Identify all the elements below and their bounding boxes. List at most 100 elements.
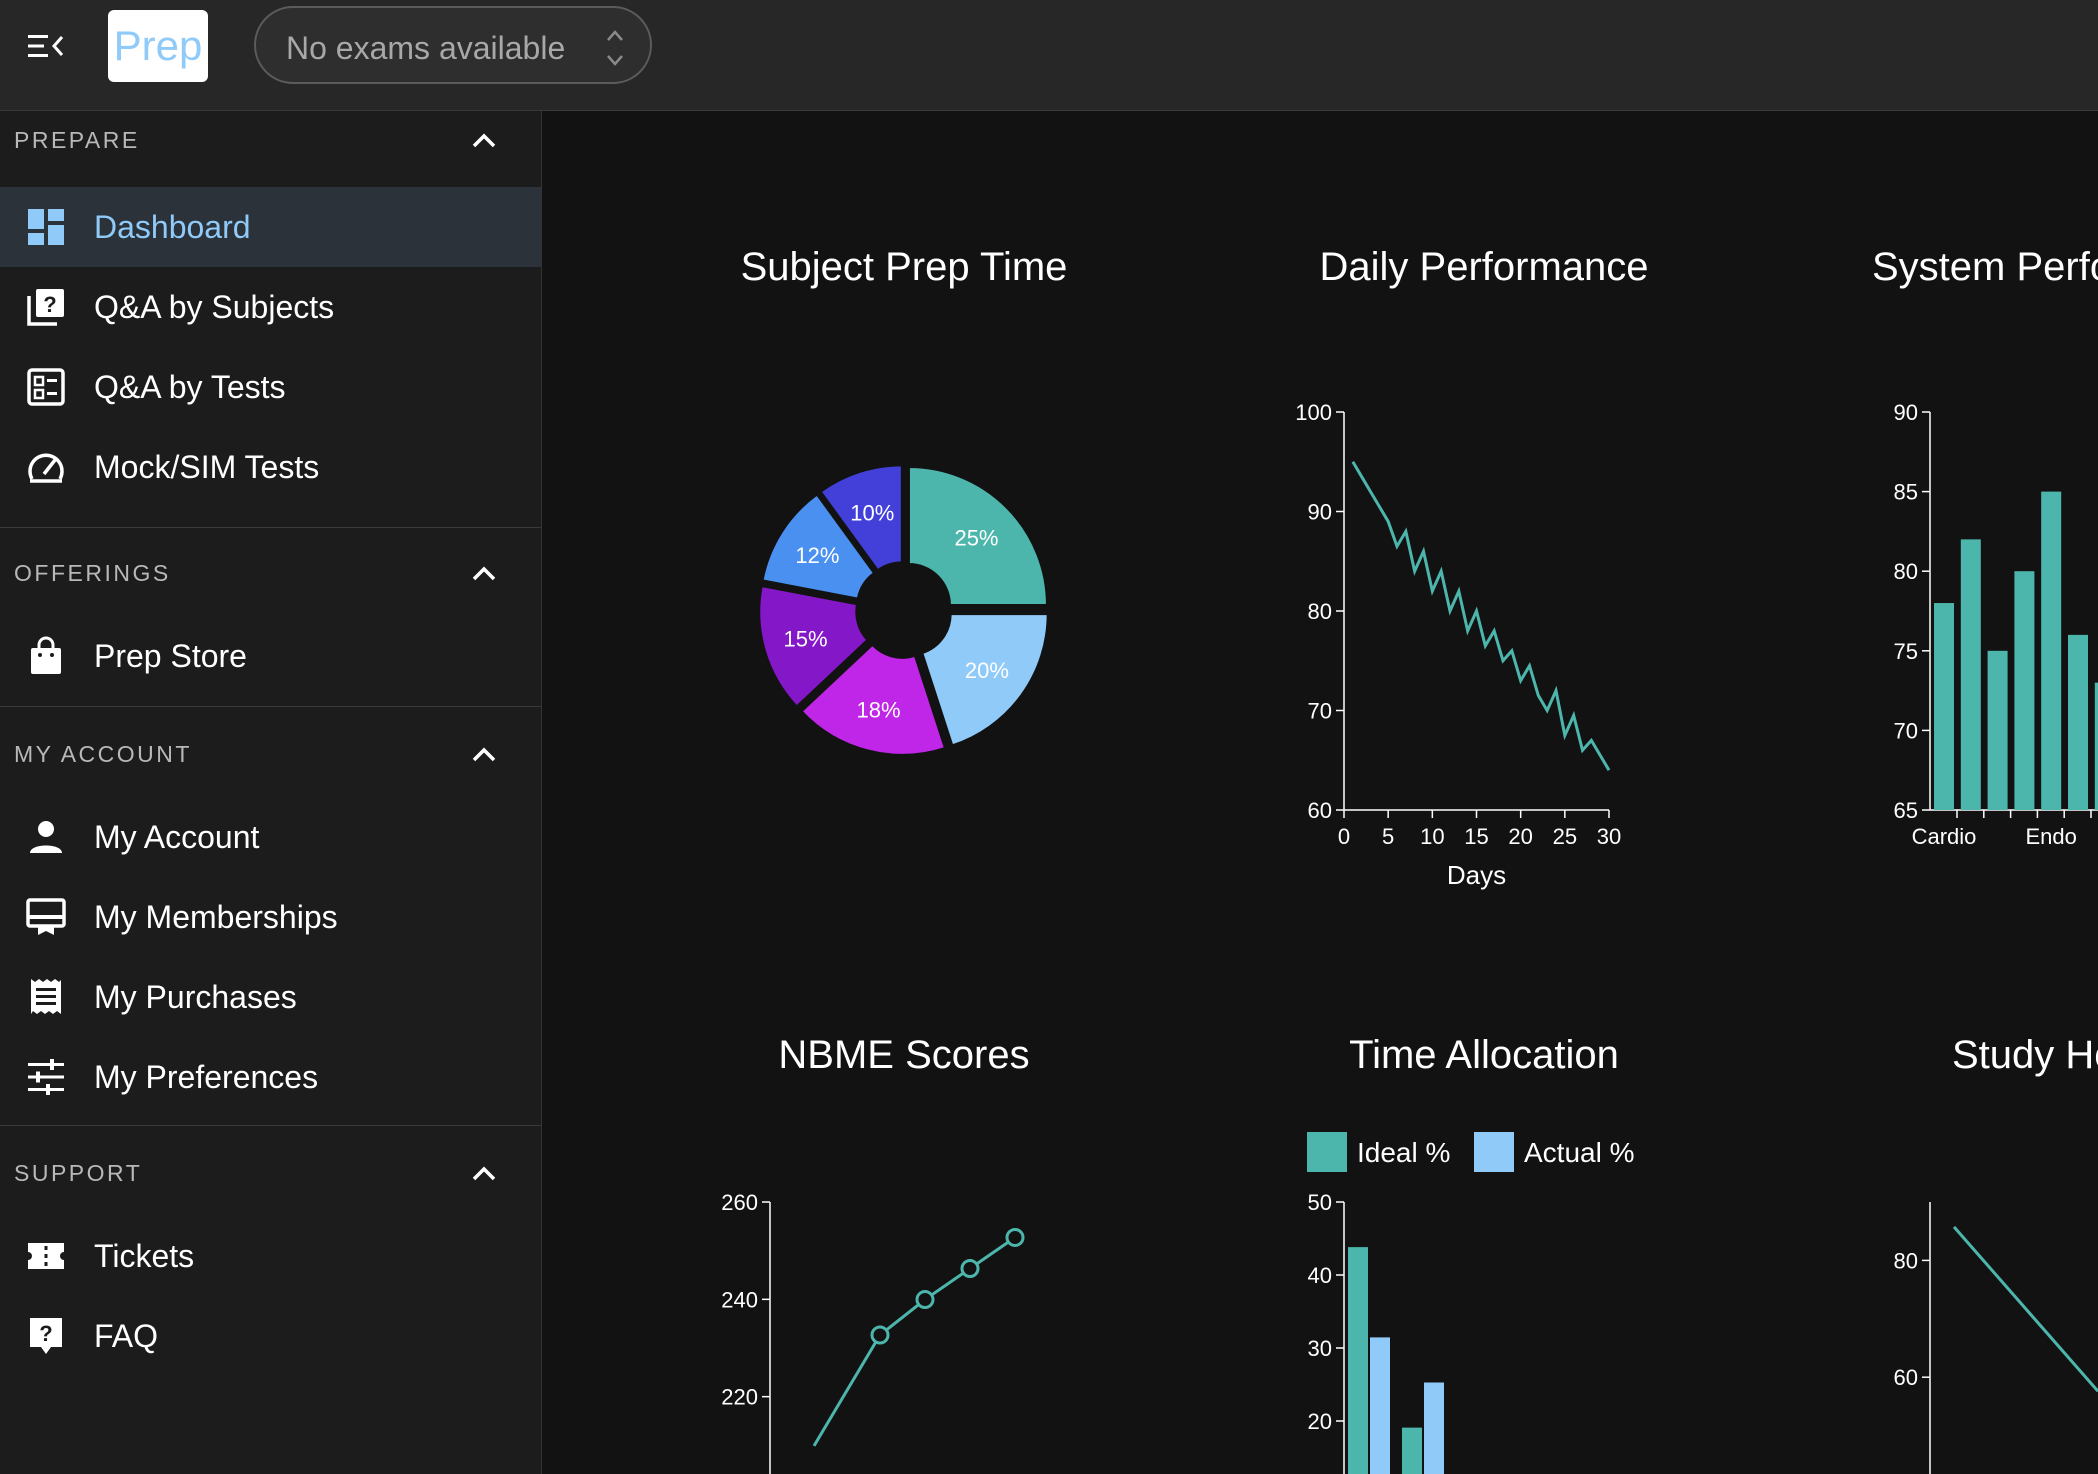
chart-title-time-allocation: Time Allocation: [1349, 1033, 1619, 1077]
sidebar-item-prep-store[interactable]: Prep Store: [0, 616, 541, 696]
section-title: PREPARE: [14, 127, 140, 153]
pie-slice-label: 10%: [850, 501, 894, 526]
time-alloc-y-tick-label: 30: [1308, 1336, 1332, 1361]
sidebar-item-qa-by-tests[interactable]: Q&A by Tests: [0, 347, 541, 427]
system-perf-bar: [2094, 682, 2098, 810]
chevron-up-icon[interactable]: [468, 1158, 500, 1190]
sidebar-item-qa-by-subjects[interactable]: ? Q&A by Subjects: [0, 267, 541, 347]
system-perf-y-tick-label: 90: [1894, 400, 1918, 425]
app-logo[interactable]: Prep: [108, 10, 208, 82]
nbme-y-tick-label: 260: [721, 1190, 758, 1215]
sidebar-item-label: My Memberships: [94, 899, 338, 935]
daily-perf-x-tick-label: 5: [1382, 824, 1394, 849]
unfold-icon: [607, 30, 623, 66]
sidebar-item-label: Q&A by Subjects: [94, 289, 335, 325]
system-perf-bar: [1934, 603, 1954, 810]
time-alloc-bar: [1402, 1427, 1422, 1474]
nbme-point: [915, 1290, 935, 1310]
chart-title-study-hours: Study Hours: [1952, 1033, 2098, 1077]
sidebar-item-my-memberships[interactable]: My Memberships: [0, 877, 541, 957]
pie-slice: [819, 464, 903, 572]
nbme-y-tick-label: 220: [721, 1385, 758, 1410]
quiz-icon: ?: [27, 289, 64, 326]
sidebar-item-label: FAQ: [94, 1318, 159, 1354]
chevron-up-icon[interactable]: [468, 739, 500, 771]
chevron-up-icon[interactable]: [468, 558, 500, 590]
legend-swatch-actual: [1474, 1132, 1514, 1172]
daily-perf-x-tick-label: 30: [1597, 824, 1621, 849]
sidebar-item-my-preferences[interactable]: My Preferences: [0, 1037, 541, 1117]
sidebar-item-my-purchases[interactable]: My Purchases: [0, 957, 541, 1037]
daily-perf-y-tick-label: 100: [1295, 400, 1332, 425]
sidebar-item-dashboard[interactable]: Dashboard: [0, 187, 541, 267]
charts-canvas: 25% 20% 18% 15% 12% 10% 60 70 80 90 100 0 5 10 15 20 25 3…: [721, 400, 2098, 1474]
time-alloc-bar: [1348, 1247, 1368, 1474]
time-alloc-bar: [1370, 1337, 1390, 1474]
chart-title-subject-prep-time: Subject Prep Time: [740, 245, 1068, 289]
daily-perf-y-tick-label: 90: [1308, 500, 1332, 525]
daily-perf-y-tick-label: 70: [1308, 699, 1332, 724]
pie-slice: [800, 643, 946, 756]
sidebar-item-label: My Account: [94, 819, 260, 855]
sidebar-section-offerings: OFFERINGS Prep Store: [0, 528, 541, 707]
section-title: OFFERINGS: [14, 560, 171, 586]
system-perf-bar: [2068, 634, 2088, 810]
system-perf-y-tick-label: 75: [1894, 639, 1918, 664]
sidebar-section-prepare: PREPARE Dashboard ? Q&A by Subjects: [0, 111, 541, 528]
nbme-point: [870, 1325, 890, 1345]
study-hours-line: [1952, 1225, 2098, 1393]
daily-perf-x-tick-label: 20: [1508, 824, 1532, 849]
section-title: MY ACCOUNT: [14, 741, 192, 767]
sidebar-item-label: Tickets: [94, 1238, 195, 1274]
system-perf-bar: [1987, 650, 2008, 810]
legend-label-actual: Actual %: [1524, 1137, 1635, 1168]
exam-select-placeholder: No exams available: [286, 30, 566, 66]
pie-slice-label: 20%: [965, 658, 1009, 683]
study-hours-y-tick-label: 80: [1894, 1248, 1918, 1273]
sidebar-item-label: Q&A by Tests: [94, 369, 286, 405]
time-alloc-bar: [1424, 1382, 1444, 1474]
ticket-icon: [28, 1243, 64, 1269]
sidebar-item-label: My Purchases: [94, 979, 297, 1015]
exam-select[interactable]: No exams available: [254, 6, 652, 84]
section-header[interactable]: OFFERINGS: [0, 528, 541, 616]
dashboard-icon: [28, 209, 64, 245]
daily-perf-y-tick-label: 80: [1308, 599, 1332, 624]
system-perf-y-tick-label: 85: [1894, 480, 1918, 505]
sidebar-item-faq[interactable]: ? FAQ: [0, 1296, 541, 1376]
svg-text:?: ?: [39, 1321, 52, 1346]
sidebar-item-label: Mock/SIM Tests: [94, 449, 320, 485]
nbme-point: [960, 1259, 980, 1278]
list-alt-icon: [27, 368, 65, 406]
legend-label-ideal: Ideal %: [1357, 1137, 1451, 1168]
pie-slice-label: 12%: [795, 543, 839, 568]
person-icon: [30, 821, 62, 853]
daily-perf-x-tick-label: 10: [1420, 824, 1444, 849]
legend-swatch-ideal: [1307, 1132, 1347, 1172]
system-perf-bar: [2041, 491, 2062, 810]
shopping-bag-icon: [31, 636, 61, 674]
pie-slice: [758, 585, 869, 708]
sidebar-item-tickets[interactable]: Tickets: [0, 1216, 541, 1296]
daily-perf-x-tick-label: 0: [1338, 824, 1350, 849]
receipt-icon: [31, 979, 61, 1014]
daily-perf-x-tick-label: 15: [1464, 824, 1488, 849]
section-header[interactable]: MY ACCOUNT: [0, 707, 541, 797]
daily-perf-x-axis-label: Days: [1447, 860, 1506, 890]
chevron-up-icon[interactable]: [468, 125, 500, 157]
nbme-line: [812, 1236, 1016, 1447]
system-perf-y-tick-label: 65: [1894, 798, 1918, 823]
menu-collapse-icon[interactable]: [22, 26, 70, 66]
system-perf-bar: [2014, 571, 2035, 810]
system-perf-y-tick-label: 70: [1894, 718, 1918, 743]
pie-slice: [907, 466, 1048, 607]
sidebar-item-my-account[interactable]: My Account: [0, 797, 541, 877]
section-header[interactable]: PREPARE: [0, 111, 541, 187]
section-header[interactable]: SUPPORT: [0, 1126, 541, 1216]
sidebar-item-label: My Preferences: [94, 1059, 319, 1095]
dashboard-main: Subject Prep Time Daily Performance Syst…: [542, 111, 2098, 1474]
study-hours-y-tick-label: 60: [1894, 1365, 1918, 1390]
system-perf-x-tick-label: Endo: [2026, 824, 2077, 849]
app-bar: Prep No exams available: [0, 0, 2098, 111]
sidebar-item-mock-sim-tests[interactable]: Mock/SIM Tests: [0, 427, 541, 507]
